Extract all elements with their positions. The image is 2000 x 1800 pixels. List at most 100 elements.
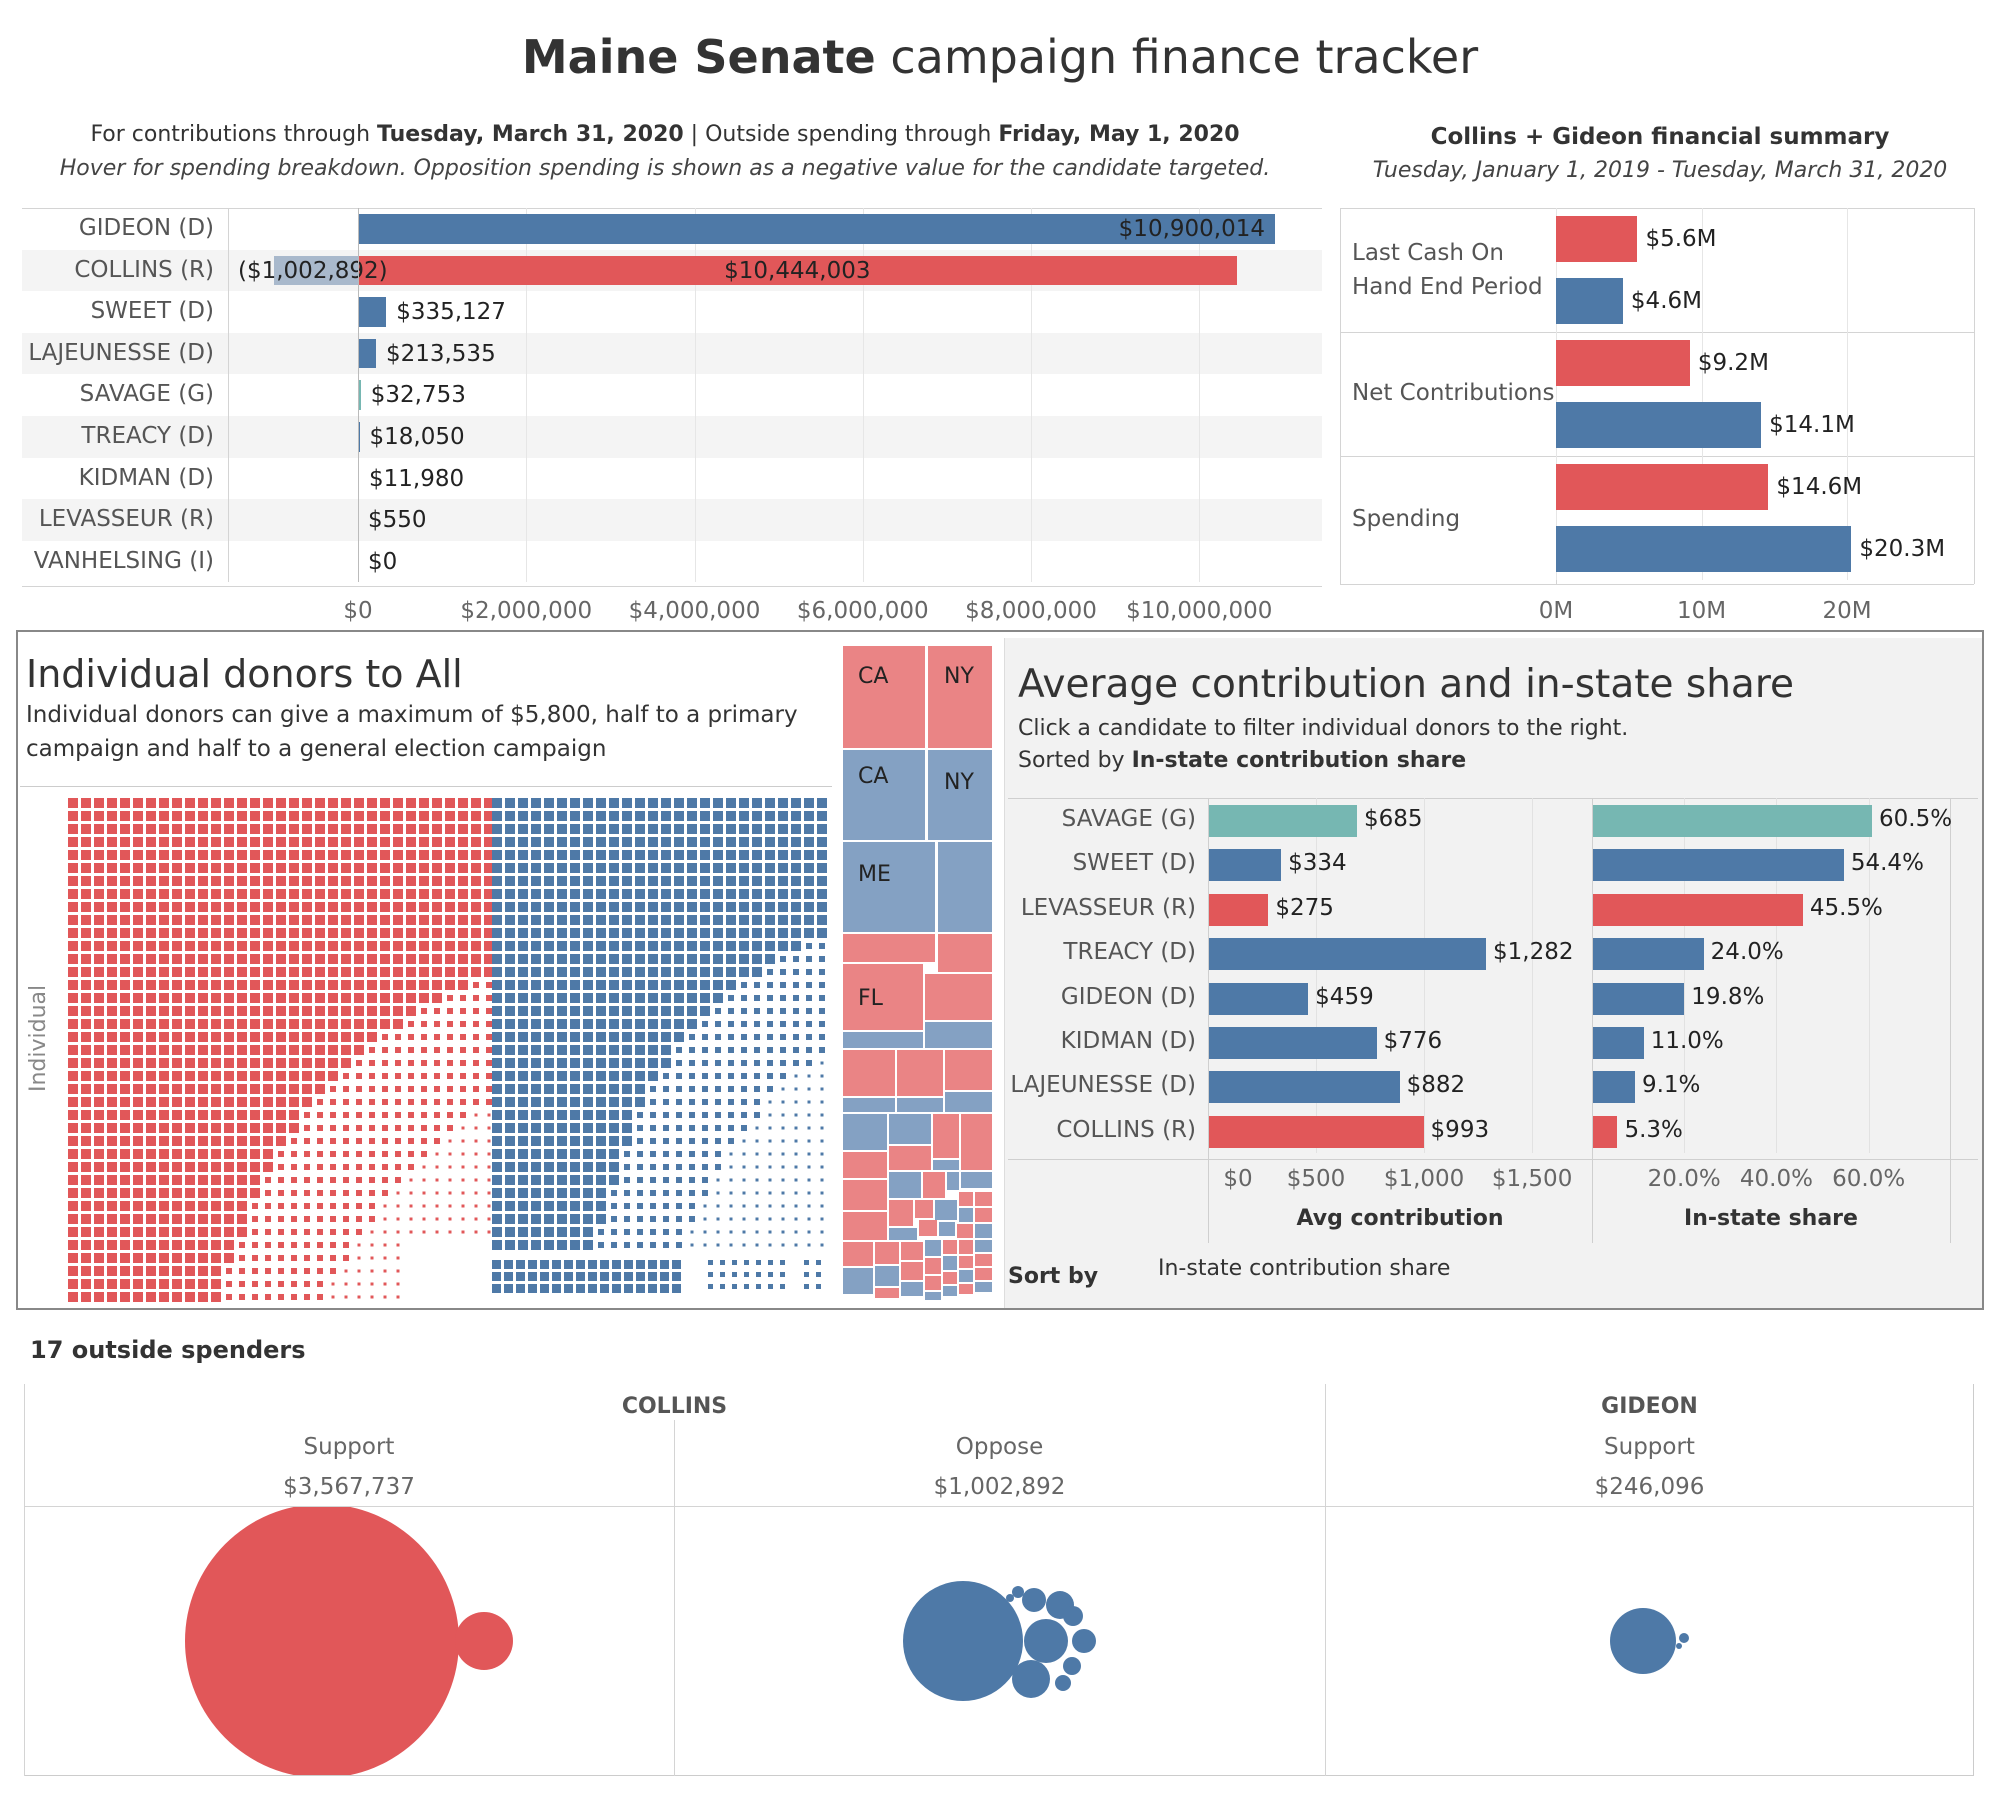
summary-bar[interactable] <box>1556 464 1769 510</box>
state-cell[interactable] <box>843 1032 923 1048</box>
state-cell[interactable] <box>961 1114 992 1170</box>
state-cell[interactable] <box>959 1240 973 1254</box>
state-cell[interactable] <box>843 1242 873 1266</box>
candidate-label[interactable]: COLLINS (R) <box>74 256 214 283</box>
avg-bar[interactable] <box>1209 805 1357 837</box>
state-label-fl[interactable]: FL <box>858 986 883 1011</box>
candidate-bar[interactable] <box>358 297 387 327</box>
candidate-label[interactable]: TREACY (D) <box>81 423 214 449</box>
avg-bar[interactable] <box>1209 1027 1377 1059</box>
summary-bar[interactable] <box>1556 526 1852 572</box>
state-cell[interactable] <box>975 1268 992 1280</box>
state-cell[interactable] <box>975 1224 992 1238</box>
share-bar[interactable] <box>1593 938 1704 971</box>
sort-by-dropdown[interactable]: In-state contribution share <box>1150 1254 1570 1294</box>
state-cell[interactable] <box>901 1242 923 1260</box>
state-cell[interactable] <box>843 1114 887 1150</box>
share-bar[interactable] <box>1593 849 1844 882</box>
state-cell[interactable] <box>945 1092 992 1112</box>
avg-bar[interactable] <box>1209 849 1282 882</box>
state-cell[interactable] <box>959 1208 973 1222</box>
state-label-ny[interactable]: NY <box>944 770 974 795</box>
state-cell[interactable] <box>959 1284 973 1294</box>
state-cell[interactable] <box>938 934 992 972</box>
state-label-me[interactable]: ME <box>858 862 891 887</box>
share-bar[interactable] <box>1593 982 1685 1015</box>
state-cell[interactable] <box>843 1098 895 1112</box>
candidate-label[interactable]: COLLINS (R) <box>1056 1116 1196 1143</box>
summary-bar[interactable] <box>1556 402 1762 448</box>
candidate-label[interactable]: SAVAGE (G) <box>1061 806 1196 832</box>
candidate-label[interactable]: LEVASSEUR (R) <box>1020 894 1196 921</box>
state-cell[interactable] <box>889 1114 931 1144</box>
candidate-bar[interactable] <box>358 255 1237 286</box>
state-cell[interactable] <box>938 842 992 932</box>
state-cell[interactable] <box>897 1050 943 1096</box>
state-label-ny[interactable]: NY <box>944 664 974 689</box>
state-cell[interactable] <box>935 1200 957 1220</box>
state-cell[interactable] <box>943 1256 957 1270</box>
state-cell[interactable] <box>843 1152 887 1178</box>
state-cell[interactable] <box>843 646 925 748</box>
state-cell[interactable] <box>843 750 925 840</box>
state-cell[interactable] <box>843 934 935 962</box>
share-bar[interactable] <box>1593 1115 1618 1148</box>
state-cell[interactable] <box>875 1266 899 1286</box>
state-cell[interactable] <box>843 1180 887 1210</box>
candidate-label[interactable]: LEVASSEUR (R) <box>38 506 214 533</box>
state-cell[interactable] <box>925 1292 941 1300</box>
share-bar[interactable] <box>1593 893 1803 926</box>
share-bar[interactable] <box>1593 1071 1635 1104</box>
candidate-label[interactable]: KIDMAN (D) <box>1060 1028 1196 1054</box>
state-cell[interactable] <box>928 646 992 748</box>
candidate-label[interactable]: SWEET (D) <box>1072 850 1196 877</box>
state-cell[interactable] <box>897 1098 943 1112</box>
candidate-label[interactable]: GIDEON (D) <box>1060 983 1196 1010</box>
state-cell[interactable] <box>945 1050 992 1090</box>
candidate-label[interactable]: KIDMAN (D) <box>78 464 214 491</box>
state-cell[interactable] <box>959 1270 973 1282</box>
avg-bar[interactable] <box>1209 1115 1424 1148</box>
state-cell[interactable] <box>889 1146 931 1170</box>
candidate-label[interactable]: SWEET (D) <box>90 298 214 325</box>
avg-bar[interactable] <box>1209 893 1269 926</box>
state-cell[interactable] <box>947 1172 959 1190</box>
state-cell[interactable] <box>843 1050 895 1096</box>
candidate-bar[interactable] <box>358 214 1275 244</box>
avg-bar[interactable] <box>1209 982 1309 1015</box>
state-cell[interactable] <box>919 1220 937 1236</box>
state-cell[interactable] <box>943 1240 957 1254</box>
candidate-label[interactable]: VANHELSING (I) <box>33 547 214 574</box>
state-cell[interactable] <box>975 1282 992 1292</box>
state-cell[interactable] <box>915 1200 933 1218</box>
state-cell[interactable] <box>889 1228 917 1240</box>
state-cell[interactable] <box>875 1242 899 1264</box>
candidate-label[interactable]: LAJEUNESSE (D) <box>28 339 214 366</box>
state-cell[interactable] <box>843 842 935 932</box>
candidate-bar[interactable] <box>358 380 361 410</box>
state-cell[interactable] <box>928 750 992 840</box>
summary-bar[interactable] <box>1556 216 1638 262</box>
state-cell[interactable] <box>939 1222 955 1236</box>
state-cell[interactable] <box>943 1272 957 1284</box>
state-cell[interactable] <box>875 1288 899 1298</box>
opposition-bar[interactable] <box>273 255 358 286</box>
summary-bar[interactable] <box>1556 278 1623 324</box>
state-cell[interactable] <box>961 1172 992 1188</box>
state-cell[interactable] <box>943 1286 957 1296</box>
avg-bar[interactable] <box>1209 1071 1400 1104</box>
state-cell[interactable] <box>843 1212 887 1240</box>
candidate-label[interactable]: LAJEUNESSE (D) <box>1010 1072 1196 1099</box>
avg-bar[interactable] <box>1209 938 1486 971</box>
state-cell[interactable] <box>975 1208 992 1222</box>
state-cell[interactable] <box>925 1240 941 1256</box>
share-bar[interactable] <box>1593 1027 1644 1059</box>
state-cell[interactable] <box>957 1224 973 1238</box>
state-cell[interactable] <box>933 1114 959 1158</box>
state-cell[interactable] <box>933 1160 959 1170</box>
summary-bar[interactable] <box>1556 340 1690 386</box>
state-cell[interactable] <box>901 1282 923 1296</box>
candidate-label[interactable]: GIDEON (D) <box>78 215 214 241</box>
state-cell[interactable] <box>901 1262 923 1280</box>
state-cell[interactable] <box>923 1172 945 1198</box>
